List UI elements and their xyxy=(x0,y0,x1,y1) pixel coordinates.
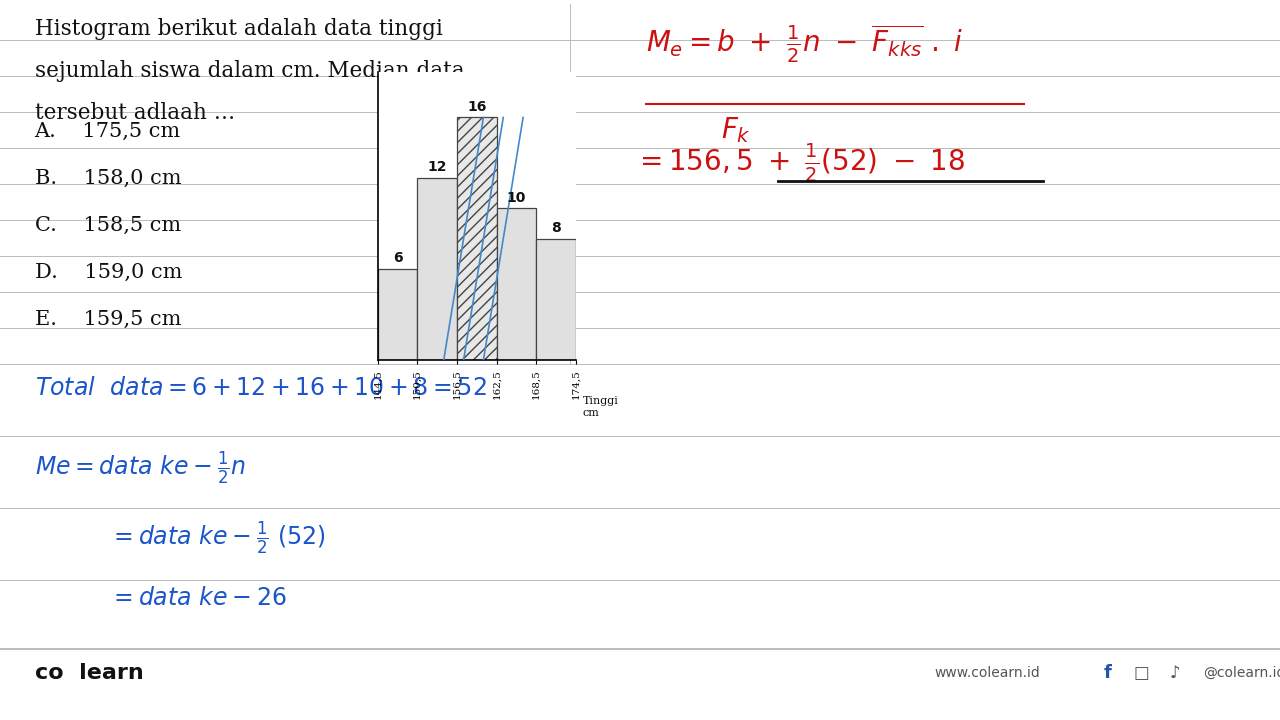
Bar xyxy=(497,208,536,360)
Text: $Me = data\ ke - \frac{1}{2}n$: $Me = data\ ke - \frac{1}{2}n$ xyxy=(35,450,246,487)
Text: 12: 12 xyxy=(428,161,447,174)
Text: sejumlah siswa dalam cm. Median data: sejumlah siswa dalam cm. Median data xyxy=(35,60,465,82)
Bar xyxy=(417,178,457,360)
Text: E.    159,5 cm: E. 159,5 cm xyxy=(35,310,180,328)
Text: frekuensi: frekuensi xyxy=(378,94,444,107)
Bar xyxy=(457,117,497,360)
Text: $= data\ ke - 26$: $= data\ ke - 26$ xyxy=(109,587,287,610)
Text: $= data\ ke - \frac{1}{2}\ (52)$: $= data\ ke - \frac{1}{2}\ (52)$ xyxy=(109,520,325,557)
Text: $M_e = b\ +\ \frac{1}{2}n\ -\ \overline{F_{kks}}\ .\ i$: $M_e = b\ +\ \frac{1}{2}n\ -\ \overline{… xyxy=(646,22,964,65)
Text: 10: 10 xyxy=(507,191,526,204)
Text: co  learn: co learn xyxy=(35,663,143,683)
Text: A.    175,5 cm: A. 175,5 cm xyxy=(35,122,180,141)
Bar xyxy=(536,239,576,360)
Text: D.    159,0 cm: D. 159,0 cm xyxy=(35,263,182,282)
Text: ♪: ♪ xyxy=(1170,664,1180,683)
Text: www.colearn.id: www.colearn.id xyxy=(934,666,1041,680)
Text: @colearn.id: @colearn.id xyxy=(1203,666,1280,680)
Text: f: f xyxy=(1103,664,1111,683)
Text: $Total\ \ data = 6 + 12 + 16 + 10 + 8 = 52$: $Total\ \ data = 6 + 12 + 16 + 10 + 8 = … xyxy=(35,377,486,400)
Text: 6: 6 xyxy=(393,251,402,265)
Text: Tinggi
cm: Tinggi cm xyxy=(582,396,618,418)
Text: B.    158,0 cm: B. 158,0 cm xyxy=(35,169,182,188)
Text: C.    158,5 cm: C. 158,5 cm xyxy=(35,216,180,235)
Text: 16: 16 xyxy=(467,99,486,114)
Text: □: □ xyxy=(1134,664,1149,683)
Text: $F_k$: $F_k$ xyxy=(721,114,751,145)
Text: 8: 8 xyxy=(552,221,561,235)
Bar xyxy=(378,269,417,360)
Text: $= 156,5\ +\ \frac{1}{2}(52)\ -\ 18$: $= 156,5\ +\ \frac{1}{2}(52)\ -\ 18$ xyxy=(634,143,965,184)
Text: tersebut adlaah …: tersebut adlaah … xyxy=(35,102,234,124)
Text: Histogram berikut adalah data tinggi: Histogram berikut adalah data tinggi xyxy=(35,18,443,40)
